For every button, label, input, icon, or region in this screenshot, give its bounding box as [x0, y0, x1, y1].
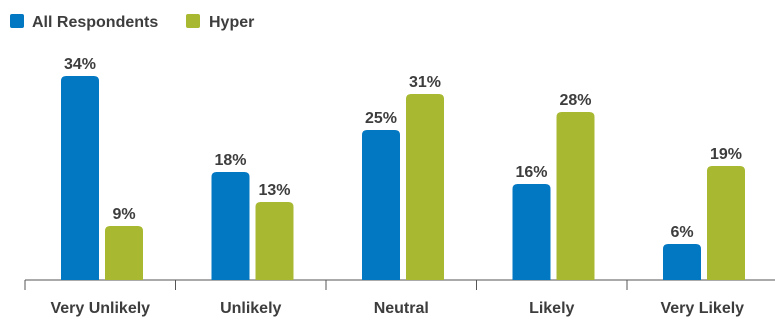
value-label-hyper-unlikely: 13%	[258, 182, 290, 199]
legend-label-all-respondents: All Respondents	[32, 14, 158, 31]
bar-all-respondents-neutral	[362, 130, 400, 280]
category-label-neutral: Neutral	[374, 300, 429, 317]
value-label-hyper-very-likely: 19%	[710, 146, 742, 163]
value-label-hyper-likely: 28%	[559, 92, 591, 109]
value-label-hyper-neutral: 31%	[409, 74, 441, 91]
bar-all-respondents-unlikely	[211, 172, 250, 280]
value-label-all-respondents-likely: 16%	[515, 164, 547, 181]
bar-hyper-neutral	[406, 94, 444, 280]
value-label-all-respondents-neutral: 25%	[365, 110, 397, 127]
legend: All Respondents Hyper	[10, 14, 254, 31]
value-label-all-respondents-unlikely: 18%	[214, 152, 246, 169]
value-label-all-respondents-very-unlikely: 34%	[64, 56, 96, 73]
category-label-unlikely: Unlikely	[220, 300, 281, 317]
category-label-likely: Likely	[529, 300, 574, 317]
value-label-all-respondents-very-likely: 6%	[670, 224, 693, 241]
bar-all-respondents-likely	[512, 184, 551, 280]
legend-swatch-all-respondents	[10, 14, 24, 28]
bar-hyper-very-unlikely	[105, 226, 143, 280]
legend-swatch-hyper	[186, 14, 200, 28]
bar-hyper-very-likely	[707, 166, 745, 280]
bar-all-respondents-very-unlikely	[61, 76, 99, 280]
bar-hyper-unlikely	[255, 202, 294, 280]
category-label-very-unlikely: Very Unlikely	[50, 300, 150, 317]
bar-hyper-likely	[556, 112, 595, 280]
legend-label-hyper: Hyper	[209, 14, 254, 31]
plot-area: 34% 9% Very Unlikely 18% 13% Unlikely 25% 31% Ne…	[24, 56, 775, 317]
value-label-hyper-very-unlikely: 9%	[112, 206, 135, 223]
bar-all-respondents-very-likely	[663, 244, 701, 280]
category-label-very-likely: Very Likely	[660, 300, 744, 317]
